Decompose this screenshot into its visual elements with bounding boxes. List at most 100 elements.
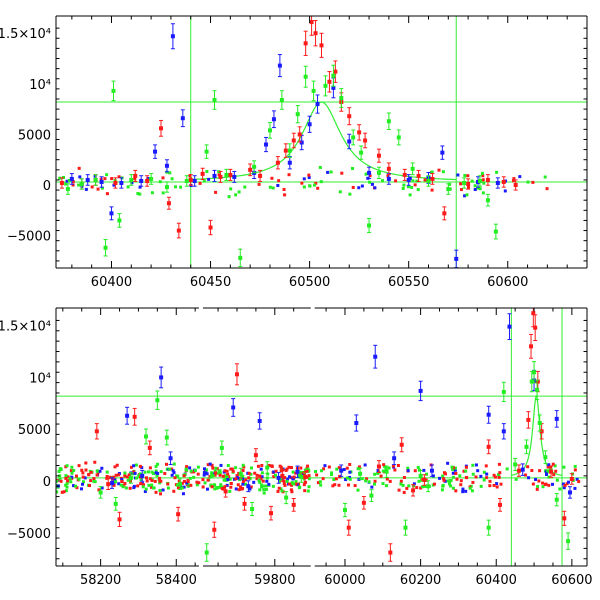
data-point-blue bbox=[168, 451, 173, 466]
marker bbox=[418, 473, 423, 478]
marker bbox=[416, 173, 421, 178]
marker bbox=[132, 414, 137, 419]
noise-point bbox=[207, 177, 211, 181]
noise-point bbox=[69, 469, 73, 473]
marker bbox=[218, 174, 223, 179]
data-point-green bbox=[486, 519, 491, 536]
noise-point bbox=[329, 170, 333, 174]
data-point-red bbox=[333, 60, 338, 83]
noise-point bbox=[226, 463, 230, 467]
noise-point bbox=[202, 473, 206, 477]
data-point-blue bbox=[429, 464, 434, 477]
marker bbox=[155, 398, 160, 403]
noise-point bbox=[474, 463, 478, 467]
noise-point bbox=[132, 464, 136, 468]
noise-point bbox=[381, 482, 385, 486]
noise-point bbox=[264, 484, 268, 488]
noise-point bbox=[179, 185, 183, 189]
y-tick-label: 5000 bbox=[18, 128, 51, 143]
data-point-red bbox=[166, 196, 171, 210]
noise-point bbox=[89, 470, 93, 474]
marker bbox=[303, 474, 308, 479]
noise-point bbox=[499, 482, 503, 486]
noise-point bbox=[213, 473, 217, 477]
noise-point bbox=[211, 474, 215, 478]
noise-point bbox=[129, 465, 133, 469]
noise-point bbox=[158, 488, 162, 492]
marker bbox=[532, 370, 537, 375]
marker bbox=[531, 311, 536, 316]
noise-point bbox=[237, 488, 241, 492]
noise-point bbox=[121, 485, 125, 489]
noise-point bbox=[214, 471, 218, 475]
noise-point bbox=[413, 183, 417, 187]
noise-point bbox=[381, 469, 385, 473]
noise-point bbox=[258, 488, 262, 492]
noise-point bbox=[282, 187, 286, 191]
noise-point bbox=[249, 485, 253, 489]
noise-point bbox=[287, 173, 291, 177]
noise-point bbox=[473, 184, 477, 188]
noise-point bbox=[271, 484, 275, 488]
noise-point bbox=[266, 472, 270, 476]
data-point-red bbox=[402, 168, 407, 181]
noise-point bbox=[229, 187, 233, 191]
marker bbox=[287, 148, 292, 153]
noise-point bbox=[98, 469, 102, 473]
noise-point bbox=[242, 465, 246, 469]
noise-point bbox=[265, 479, 269, 483]
data-point-green bbox=[369, 489, 374, 502]
noise-point bbox=[287, 475, 291, 479]
noise-point bbox=[84, 461, 88, 465]
noise-point bbox=[126, 185, 130, 189]
noise-point bbox=[466, 174, 470, 178]
noise-point bbox=[213, 483, 217, 487]
noise-point bbox=[253, 471, 257, 475]
data-point-red bbox=[327, 71, 332, 93]
noise-point bbox=[276, 183, 280, 187]
marker bbox=[85, 177, 90, 182]
noise-point bbox=[415, 486, 419, 490]
noise-point bbox=[138, 192, 142, 196]
noise-point bbox=[307, 485, 311, 489]
noise-point bbox=[172, 471, 176, 475]
noise-point bbox=[241, 474, 245, 478]
noise-point bbox=[497, 475, 501, 479]
marker bbox=[69, 176, 74, 181]
noise-point bbox=[182, 485, 186, 489]
noise-point bbox=[512, 177, 516, 181]
noise-point bbox=[298, 485, 302, 489]
noise-point bbox=[546, 465, 550, 469]
noise-point bbox=[261, 479, 265, 483]
noise-point bbox=[476, 186, 480, 190]
data-point-red bbox=[498, 497, 503, 512]
noise-point bbox=[271, 186, 275, 190]
noise-point bbox=[315, 473, 319, 477]
x-tick-label: 60200 bbox=[400, 573, 441, 588]
data-point-blue bbox=[367, 166, 372, 180]
noise-point bbox=[318, 165, 322, 169]
noise-point bbox=[203, 481, 207, 485]
noise-point bbox=[144, 476, 148, 480]
noise-point bbox=[314, 181, 318, 185]
noise-point bbox=[139, 478, 143, 482]
noise-point bbox=[137, 474, 141, 478]
noise-point bbox=[133, 471, 137, 475]
data-point-green bbox=[462, 177, 467, 189]
marker bbox=[291, 138, 296, 143]
noise-point bbox=[257, 182, 261, 186]
marker bbox=[159, 126, 164, 131]
noise-point bbox=[202, 471, 206, 475]
y-tick-label: 5000 bbox=[18, 423, 51, 438]
marker bbox=[311, 88, 316, 93]
noise-point bbox=[558, 487, 562, 491]
noise-point bbox=[220, 487, 224, 491]
data-point-green bbox=[446, 183, 451, 195]
noise-point bbox=[181, 492, 185, 496]
noise-point bbox=[154, 469, 158, 473]
data-point-green bbox=[513, 457, 518, 471]
data-point-red bbox=[258, 169, 263, 182]
noise-point bbox=[307, 173, 311, 177]
noise-point bbox=[154, 464, 158, 468]
noise-point bbox=[219, 463, 223, 467]
